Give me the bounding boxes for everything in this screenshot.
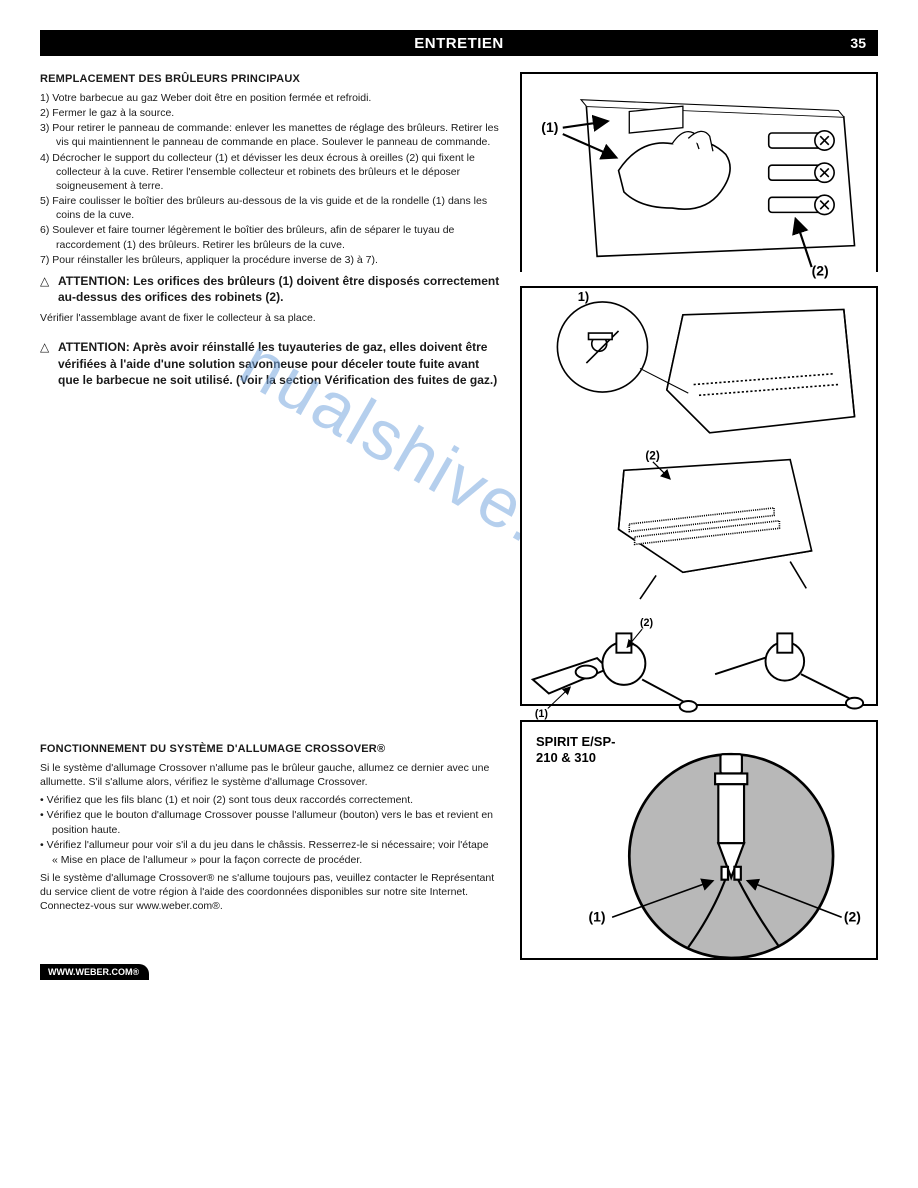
fig1-label-2: (2) [812,263,829,279]
figure-1: (1) (2) [520,72,878,272]
bullet-3: Vérifiez l'allumeur pour voir s'il a du … [40,838,500,852]
header-title: ENTRETIEN [414,35,504,52]
crossover-bullets: Vérifiez que les fils blanc (1) et noir … [40,793,500,852]
section2-quote: « Mise en place de l'allumeur » pour la … [40,853,500,867]
warning-2-text: ATTENTION: Après avoir réinstallé les tu… [58,339,500,388]
page-number: 35 [850,35,866,51]
step-2: 2) Fermer le gaz à la source. [40,106,500,120]
section1-title: REMPLACEMENT DES BRÛLEURS PRINCIPAUX [40,72,500,87]
warning-1-text: ATTENTION: Les orifices des brûleurs (1)… [58,273,500,305]
fig3-label-1: (1) [589,909,606,925]
step-1: 1) Votre barbecue au gaz Weber doit être… [40,91,500,105]
figure-2: 1) (2) [520,286,878,706]
section2-outro: Si le système d'allumage Crossover® ne s… [40,871,500,914]
left-column: REMPLACEMENT DES BRÛLEURS PRINCIPAUX 1) … [40,72,500,960]
warning-icon: △ [40,339,54,355]
fig1-label-1: (1) [541,119,558,135]
bullet-2: Vérifiez que le bouton d'allumage Crosso… [40,808,500,836]
step-4: 4) Décrocher le support du collecteur (1… [40,151,500,194]
step-3: 3) Pour retirer le panneau de commande: … [40,121,500,149]
right-column: (1) (2) [520,72,878,960]
section2-title: FONCTIONNEMENT DU SYSTÈME D'ALLUMAGE CRO… [40,742,500,757]
footer-url: WWW.WEBER.COM® [40,964,149,980]
replacement-steps: 1) Votre barbecue au gaz Weber doit être… [40,91,500,267]
verify-text: Vérifier l'assemblage avant de fixer le … [40,311,500,325]
warning-2: △ ATTENTION: Après avoir réinstallé les … [40,339,500,388]
fig2-label-1b: (1) [535,708,549,720]
warning-icon: △ [40,273,54,289]
section2-intro: Si le système d'allumage Crossover n'all… [40,761,500,789]
fig2-label-2b: (2) [640,617,654,629]
fig2-label-2: (2) [645,450,659,463]
step-5: 5) Faire coulisser le boîtier des brûleu… [40,194,500,222]
warning-1: △ ATTENTION: Les orifices des brûleurs (… [40,273,500,305]
step-7: 7) Pour réinstaller les brûleurs, appliq… [40,253,500,267]
spirit-label: SPIRIT E/SP- 210 & 310 [536,734,615,765]
figure-3: SPIRIT E/SP- 210 & 310 [520,720,878,960]
figure-2-svg: 1) (2) [522,288,876,739]
spirit-label-line1: SPIRIT E/SP- 210 & 310 [536,734,615,765]
step-6: 6) Soulever et faire tourner légèrement … [40,223,500,251]
fig3-label-2: (2) [844,909,861,925]
header-bar: ENTRETIEN 35 [40,30,878,56]
figure-1-svg: (1) (2) [522,74,876,289]
bullet-1: Vérifiez que les fils blanc (1) et noir … [40,793,500,807]
fig2-label-1: 1) [578,289,589,304]
